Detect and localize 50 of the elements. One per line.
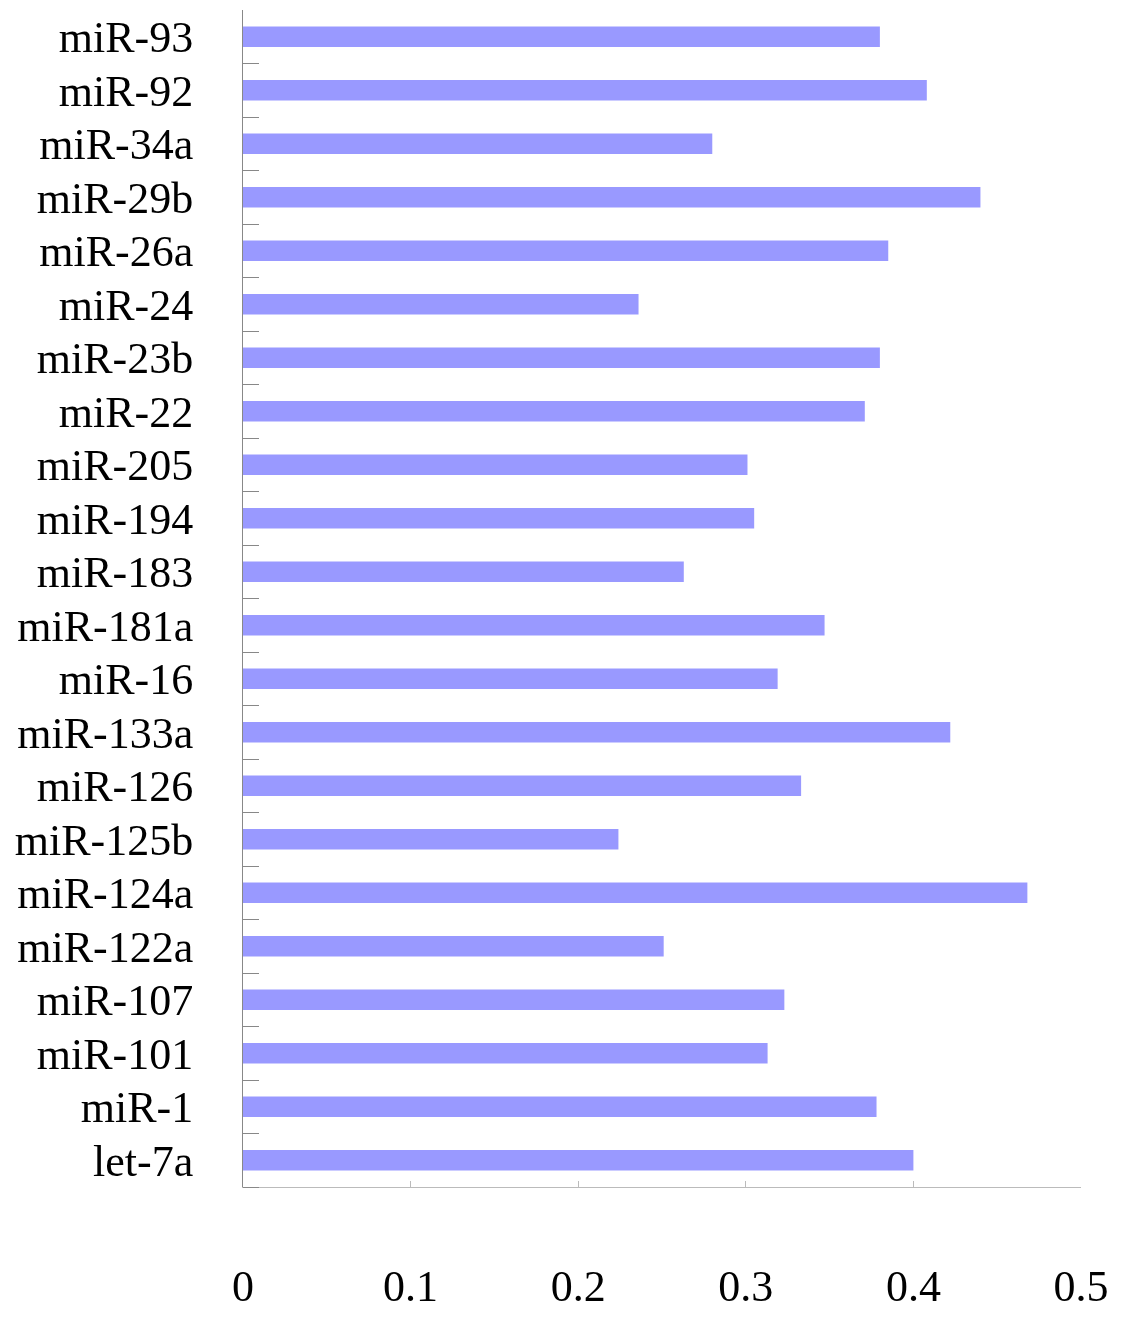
y-tick-label: miR-107 xyxy=(36,976,194,1026)
bar xyxy=(243,882,1028,903)
bar xyxy=(243,240,889,261)
bar xyxy=(243,1043,768,1064)
bar xyxy=(243,187,981,208)
y-tick-label: miR-1 xyxy=(80,1083,194,1133)
y-tick-label: miR-92 xyxy=(58,66,194,116)
y-tick-label: miR-26a xyxy=(39,227,194,277)
y-tick-label: miR-24 xyxy=(58,280,194,330)
y-tick-label: miR-29b xyxy=(36,173,194,223)
bar xyxy=(243,1096,877,1117)
y-tick-label: miR-22 xyxy=(58,387,194,437)
bar xyxy=(243,668,778,689)
y-tick-label: miR-194 xyxy=(36,494,194,544)
y-tick-label: miR-205 xyxy=(36,441,194,491)
y-tick-label: miR-181a xyxy=(17,601,194,651)
bar xyxy=(243,508,755,529)
bar xyxy=(243,347,880,368)
x-tick-label: 0 xyxy=(232,1261,254,1311)
y-tick-label: miR-126 xyxy=(36,762,194,812)
bar xyxy=(243,80,927,101)
y-tick-label: miR-122a xyxy=(17,922,194,972)
y-tick-label: miR-23b xyxy=(36,334,194,384)
y-tick-label: miR-101 xyxy=(36,1029,194,1079)
y-tick-label: miR-125b xyxy=(14,815,194,865)
bar xyxy=(243,936,664,957)
bar xyxy=(243,615,825,636)
x-tick-label: 0.4 xyxy=(885,1261,941,1311)
x-tick-label: 0.1 xyxy=(383,1261,439,1311)
bar xyxy=(243,561,684,582)
y-tick-label: miR-183 xyxy=(36,548,194,598)
bar xyxy=(243,722,951,743)
bar xyxy=(243,133,713,154)
x-tick-label: 0.3 xyxy=(718,1261,774,1311)
bar xyxy=(243,829,619,850)
bar xyxy=(243,989,785,1010)
y-tick-label: let-7a xyxy=(93,1136,194,1186)
bar xyxy=(243,26,880,47)
y-tick-label: miR-93 xyxy=(58,13,194,63)
bar xyxy=(243,401,865,422)
bar xyxy=(243,294,639,315)
y-tick-label: miR-133a xyxy=(17,708,194,758)
y-tick-label: miR-16 xyxy=(58,655,194,705)
bar xyxy=(243,775,802,796)
x-tick-label: 0.5 xyxy=(1053,1261,1109,1311)
y-tick-label: miR-34a xyxy=(39,120,194,170)
y-tick-label: miR-124a xyxy=(17,869,194,919)
bar xyxy=(243,454,748,475)
x-tick-label: 0.2 xyxy=(550,1261,606,1311)
bar xyxy=(243,1150,914,1171)
